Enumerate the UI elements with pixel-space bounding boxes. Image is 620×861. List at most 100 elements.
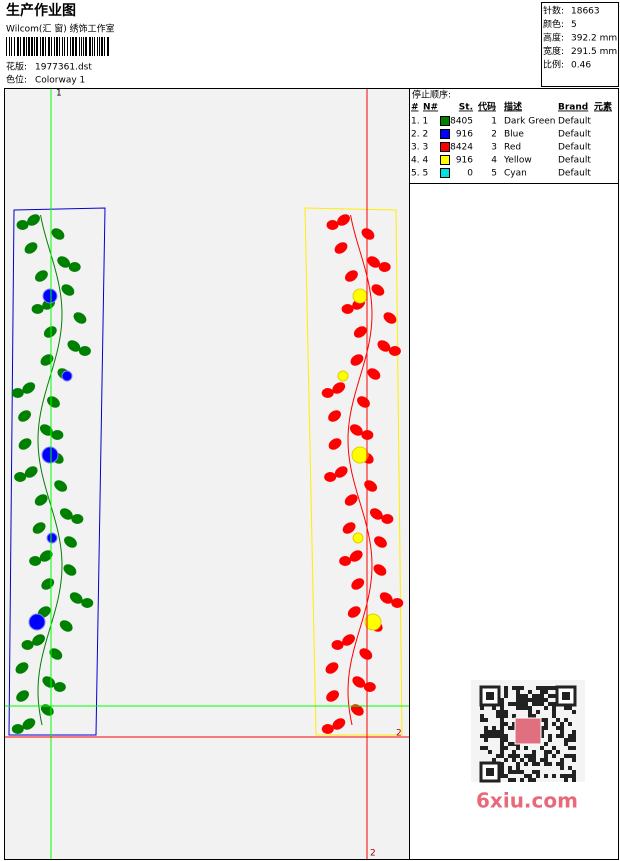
leaf xyxy=(14,472,27,482)
qr-dot xyxy=(544,698,548,702)
qr-dot xyxy=(512,686,516,690)
leaf xyxy=(342,634,355,646)
color-swatch xyxy=(440,142,450,152)
leaf xyxy=(334,242,348,254)
qr-dot xyxy=(500,746,504,750)
qr-dot xyxy=(548,702,552,706)
qr-dot xyxy=(544,774,548,778)
leaf xyxy=(42,676,56,688)
color-swatch xyxy=(440,129,450,139)
leaf xyxy=(344,494,358,506)
bar xyxy=(79,37,80,56)
leaf xyxy=(54,480,68,492)
leaf xyxy=(359,648,373,660)
qr-dot xyxy=(524,698,528,702)
qr-dot xyxy=(552,710,556,714)
stats: 针数: 18663 颜色: 5 高度: 392.2 mm 宽度: 291.5 mm 比例: 0.4… xyxy=(543,5,617,71)
column-header: # xyxy=(411,103,419,113)
leaf xyxy=(39,550,53,562)
outline xyxy=(8,207,106,736)
qr-dot xyxy=(540,734,544,738)
leaf xyxy=(367,368,381,380)
leaf xyxy=(18,438,32,450)
flower xyxy=(364,613,382,631)
leaf xyxy=(64,536,77,548)
qr-dot xyxy=(488,730,492,734)
brand: Default xyxy=(558,143,591,153)
stat-label: 宽度: xyxy=(543,45,564,57)
bar xyxy=(54,37,55,56)
leaf xyxy=(342,522,356,534)
qr-dot xyxy=(540,746,544,750)
qr-dot xyxy=(528,698,532,702)
qr-dot xyxy=(500,770,504,774)
qr-dot xyxy=(540,758,544,762)
stat-value: 291.5 mm xyxy=(571,47,617,57)
qr-dot xyxy=(528,714,532,718)
description: Cyan xyxy=(504,169,527,179)
qr-dot xyxy=(516,694,520,698)
qr-dot xyxy=(516,770,520,774)
row-index: 2. 2 xyxy=(411,130,428,140)
leaf xyxy=(16,690,29,702)
color-swatch xyxy=(440,116,450,126)
qr-dot xyxy=(524,702,528,706)
qr-dot xyxy=(548,738,552,742)
qr-dot xyxy=(512,702,516,706)
qr-dot xyxy=(516,746,520,750)
qr-dot xyxy=(572,754,576,758)
qr-dot xyxy=(544,690,548,694)
bar xyxy=(64,37,65,56)
qr-dot xyxy=(520,698,524,702)
qr-dot xyxy=(552,706,556,710)
qr-dot xyxy=(512,758,516,762)
qr-dot xyxy=(564,718,568,722)
qr-dot xyxy=(548,750,552,754)
column-header: 描述 xyxy=(504,101,522,113)
flower xyxy=(28,613,46,631)
leaf xyxy=(377,340,391,352)
qr-dot xyxy=(560,722,564,726)
colorway-label: 色位: xyxy=(6,74,27,86)
leaf xyxy=(32,522,46,534)
qr-finder xyxy=(486,692,494,700)
stitches: 916 xyxy=(456,130,473,140)
qr-dot xyxy=(544,706,548,710)
qr-dot xyxy=(504,690,508,694)
qr-dot xyxy=(516,702,520,706)
table-title: 停止顺序: xyxy=(412,89,451,101)
qr-dot xyxy=(556,718,560,722)
row-index: 5. 5 xyxy=(411,169,428,179)
qr-dot xyxy=(500,722,504,726)
qr-dot xyxy=(516,754,520,758)
bar xyxy=(23,37,25,56)
bar xyxy=(51,37,52,56)
qr-dot xyxy=(512,722,516,726)
leaf xyxy=(51,228,65,240)
code: 4 xyxy=(491,156,497,166)
column-header: 代码 xyxy=(477,101,496,113)
qr-dot xyxy=(504,686,508,690)
bar xyxy=(62,37,63,56)
qr-dot xyxy=(504,694,508,698)
bar xyxy=(48,37,50,56)
bar xyxy=(45,37,46,56)
qr-dot xyxy=(556,762,560,766)
leaf xyxy=(331,640,344,650)
qr-dot xyxy=(484,718,488,722)
qr-dot xyxy=(560,762,564,766)
qr-dot xyxy=(500,750,504,754)
qr-dot xyxy=(516,690,520,694)
leaf xyxy=(22,718,36,730)
qr-dot xyxy=(508,742,512,746)
bar xyxy=(9,37,10,56)
leaf xyxy=(328,438,342,450)
qr-dot xyxy=(532,694,536,698)
qr-dot xyxy=(568,766,572,770)
qr-dot xyxy=(520,686,524,690)
qr-dot xyxy=(536,698,540,702)
leaf xyxy=(24,242,38,254)
outline xyxy=(304,207,403,736)
bar xyxy=(85,37,87,56)
qr-dot xyxy=(520,758,524,762)
